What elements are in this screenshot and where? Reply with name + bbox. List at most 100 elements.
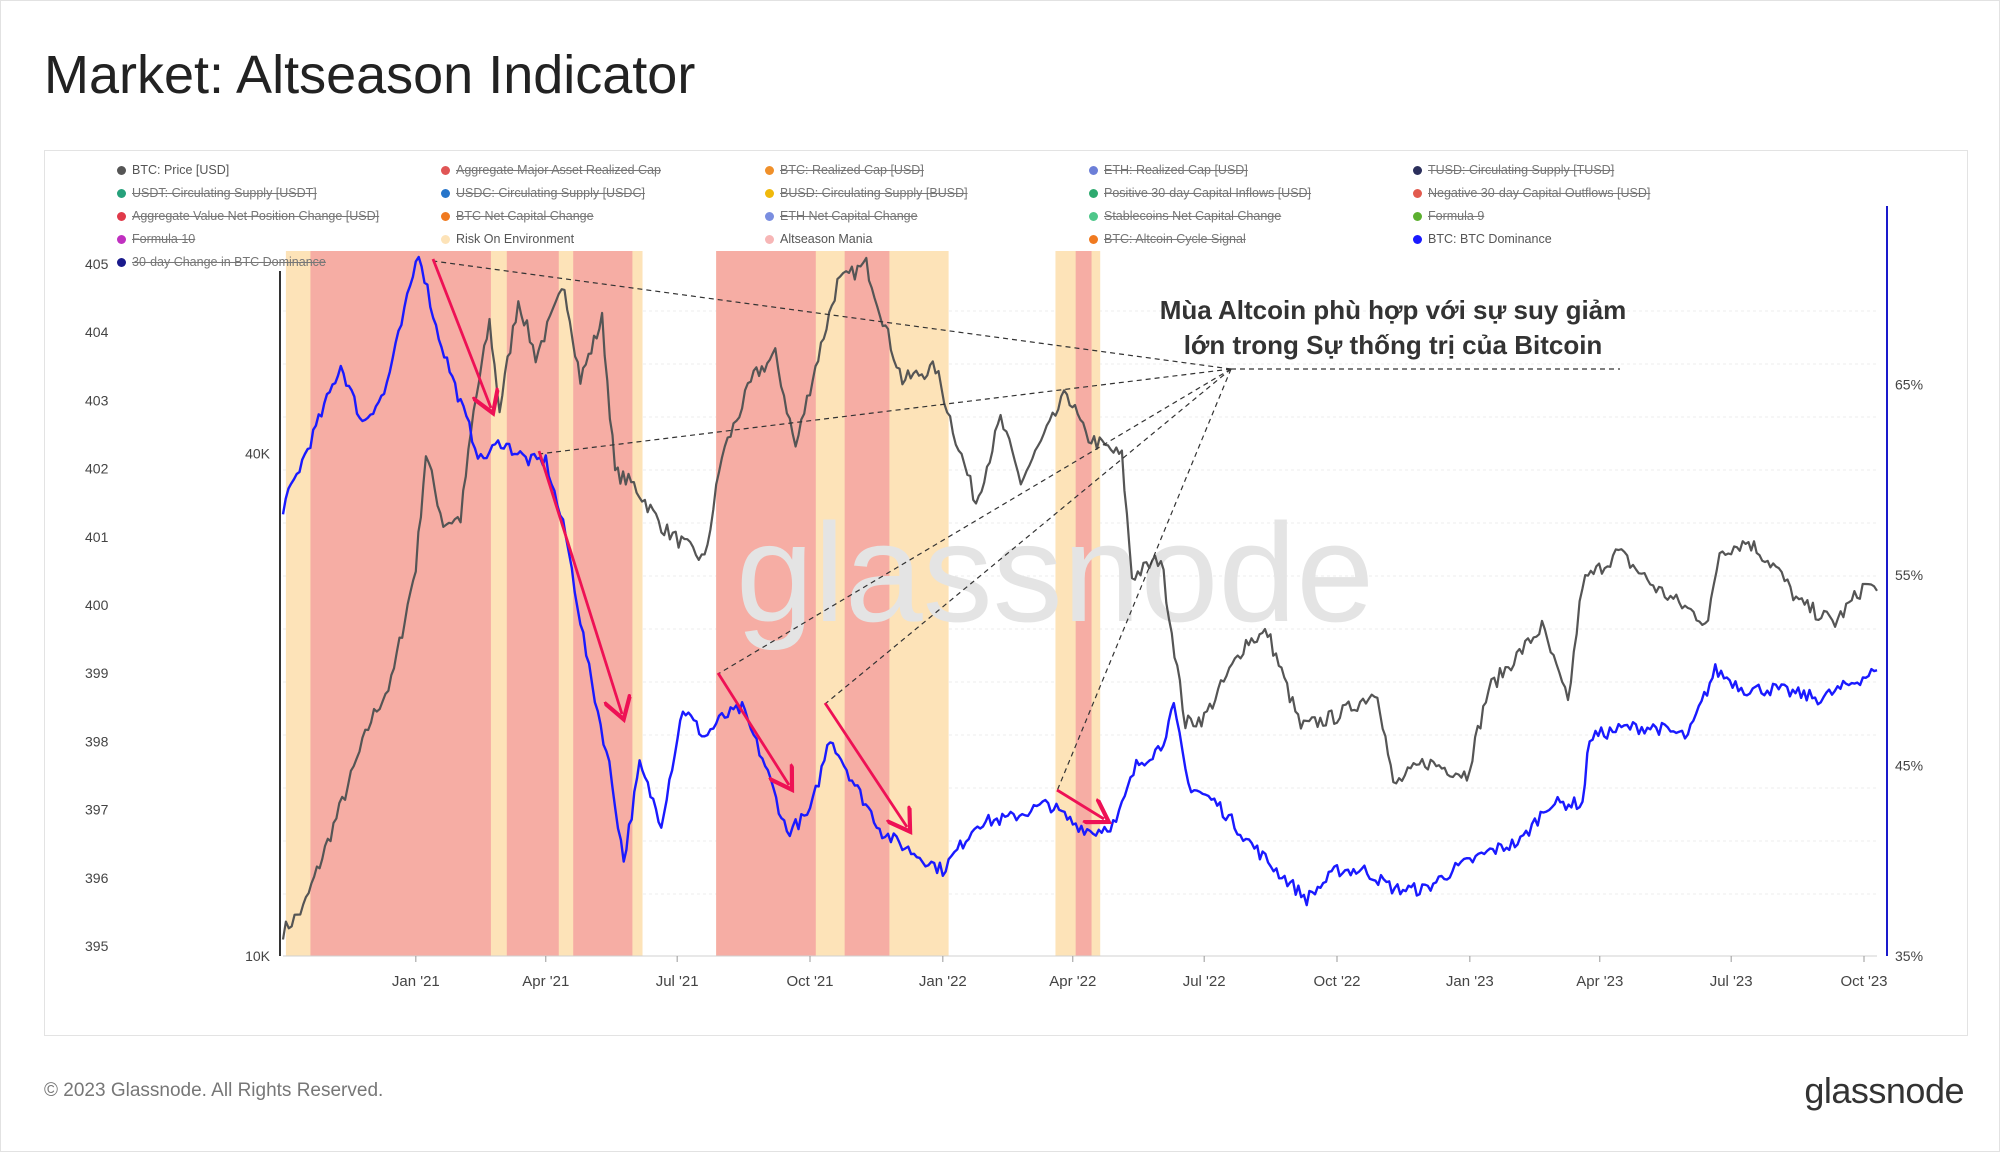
annotation-leader-line: [717, 368, 1232, 675]
decline-arrow: [537, 450, 622, 714]
legend-label: Positive 30-day Capital Inflows [USD]: [1104, 186, 1312, 200]
left-axis-tick: 401: [85, 529, 109, 545]
legend-item[interactable]: Aggregate Major Asset Realized Cap: [441, 163, 661, 177]
x-axis-tick: Oct '21: [786, 973, 833, 990]
legend-label: BUSD: Circulating Supply [BUSD]: [780, 186, 968, 200]
legend-item[interactable]: Formula 9: [1413, 209, 1484, 223]
legend-label: BTC: Realized Cap [USD]: [780, 163, 924, 177]
left-axis-tick: 395: [85, 938, 109, 954]
legend-swatch: [117, 188, 126, 198]
x-axis-tick: Jul '21: [656, 973, 699, 990]
legend-label: ETH: Realized Cap [USD]: [1104, 163, 1248, 177]
page-title: Market: Altseason Indicator: [44, 45, 696, 105]
legend-label: Risk On Environment: [456, 232, 575, 246]
watermark-text: glassnode: [736, 494, 1374, 651]
annotation-line-2: lớn trong Sự thống trị của Bitcoin: [1184, 330, 1603, 360]
x-axis-tick: Jul '22: [1183, 973, 1226, 990]
left-axis-tick: 396: [85, 870, 109, 886]
dominance-axis-tick: 65%: [1895, 376, 1923, 392]
altseason-mania-band: [573, 251, 633, 956]
legend-item[interactable]: Stablecoins Net Capital Change: [1089, 209, 1281, 223]
x-axis-tick: Jan '21: [392, 973, 440, 990]
decline-arrow: [823, 702, 907, 827]
legend-label: Stablecoins Net Capital Change: [1104, 209, 1282, 223]
decline-arrow: [431, 258, 491, 408]
dominance-axis-tick: 35%: [1895, 948, 1923, 964]
legend-swatch: [765, 165, 774, 175]
legend-item[interactable]: Negative 30-day Capital Outflows [USD]: [1413, 186, 1650, 200]
btc-dominance-line: [281, 255, 1878, 907]
legend-swatch: [117, 211, 126, 221]
legend-label: USDC: Circulating Supply [USDC]: [456, 186, 645, 200]
left-axis-tick: 398: [85, 733, 109, 749]
x-axis-tick: Jan '22: [919, 973, 967, 990]
legend-swatch: [765, 188, 774, 198]
legend-label: USDT: Circulating Supply [USDT]: [132, 186, 317, 200]
x-axis-tick: Jul '23: [1710, 973, 1753, 990]
dominance-axis-tick: 55%: [1895, 567, 1923, 583]
legend-item[interactable]: BTC: Altcoin Cycle Signal: [1089, 232, 1246, 246]
legend-item[interactable]: BUSD: Circulating Supply [BUSD]: [765, 186, 968, 200]
legend-swatch: [441, 188, 450, 198]
legend-swatch: [765, 211, 774, 221]
legend-label: Negative 30-day Capital Outflows [USD]: [1428, 186, 1651, 200]
legend-swatch: [1089, 165, 1098, 175]
legend-item[interactable]: Risk On Environment: [441, 232, 574, 246]
legend-label: BTC: BTC Dominance: [1428, 232, 1552, 246]
legend-label: 30-day Change in BTC Dominance: [132, 255, 326, 269]
legend-item[interactable]: Altseason Mania: [765, 232, 872, 246]
legend-item[interactable]: ETH Net Capital Change: [765, 209, 918, 223]
legend-label: Formula 10: [132, 232, 196, 246]
legend-label: ETH Net Capital Change: [780, 209, 918, 223]
price-axis-tick: 40K: [245, 446, 271, 462]
legend-swatch: [1089, 211, 1098, 221]
x-axis-tick: Apr '22: [1049, 973, 1096, 990]
legend-item[interactable]: Positive 30-day Capital Inflows [USD]: [1089, 186, 1311, 200]
x-axis-tick: Jan '23: [1446, 973, 1494, 990]
legend-swatch: [1413, 211, 1422, 221]
legend-swatch: [1089, 188, 1098, 198]
legend-item[interactable]: 30-day Change in BTC Dominance: [117, 255, 326, 269]
legend-label: TUSD: Circulating Supply [TUSD]: [1428, 163, 1615, 177]
x-axis-tick: Oct '23: [1840, 973, 1887, 990]
legend-item[interactable]: BTC: Realized Cap [USD]: [765, 163, 924, 177]
legend-swatch: [1413, 165, 1422, 175]
left-axis-tick: 400: [85, 597, 109, 613]
x-axis-tick: Apr '23: [1576, 973, 1623, 990]
legend-label: BTC Net Capital Change: [456, 209, 594, 223]
left-axis-tick: 405: [85, 256, 109, 272]
legend-item[interactable]: BTC: Price [USD]: [117, 163, 229, 177]
left-axis-tick: 403: [85, 392, 109, 408]
legend-swatch: [117, 234, 126, 244]
legend-item[interactable]: ETH: Realized Cap [USD]: [1089, 163, 1248, 177]
legend-item[interactable]: BTC Net Capital Change: [441, 209, 594, 223]
legend-item[interactable]: TUSD: Circulating Supply [TUSD]: [1413, 163, 1614, 177]
annotation-leader-line: [824, 368, 1232, 705]
legend-label: Aggregate Value Net Position Change [USD…: [132, 209, 380, 223]
chart-container: glassnode 405 404 403 402 401 400 399 398 397 396 3…: [44, 150, 1968, 1036]
left-axis-tick: 399: [85, 665, 109, 681]
legend-item[interactable]: Aggregate Value Net Position Change [USD…: [117, 209, 379, 223]
x-axis-tick: Oct '22: [1313, 973, 1360, 990]
decline-arrow: [1056, 788, 1104, 819]
altseason-chart: glassnode 405 404 403 402 401 400 399 398 397 396 3…: [85, 206, 1923, 990]
copyright-footer: © 2023 Glassnode. All Rights Reserved.: [44, 1080, 384, 1101]
legend-item[interactable]: USDC: Circulating Supply [USDC]: [441, 186, 645, 200]
dominance-axis-tick: 45%: [1895, 757, 1923, 773]
legend-swatch: [1413, 188, 1422, 198]
annotation-leaders: [432, 260, 1620, 792]
legend-swatch: [441, 211, 450, 221]
decline-arrow: [716, 672, 789, 785]
left-axis-tick: 397: [85, 802, 109, 818]
left-axis-tick: 402: [85, 461, 109, 477]
legend-swatch: [117, 165, 126, 175]
legend-swatch: [765, 234, 774, 244]
legend-item[interactable]: USDT: Circulating Supply [USDT]: [117, 186, 317, 200]
legend-label: BTC: Altcoin Cycle Signal: [1104, 232, 1246, 246]
legend-item[interactable]: BTC: BTC Dominance: [1413, 232, 1552, 246]
legend-item[interactable]: Formula 10: [117, 232, 195, 246]
altseason-mania-band: [1075, 251, 1092, 956]
btc-price-line: [281, 256, 1878, 940]
legend-label: Formula 9: [1428, 209, 1485, 223]
legend-label: BTC: Price [USD]: [132, 163, 230, 177]
